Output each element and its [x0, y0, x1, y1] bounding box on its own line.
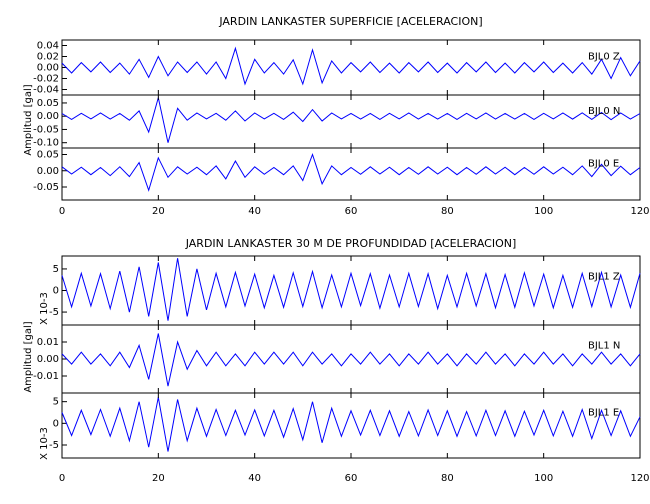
y-axis-label: Amplitud [gal]	[23, 84, 34, 155]
x-tick-label: 0	[59, 206, 65, 217]
y-tick-label: 0.04	[37, 41, 59, 52]
x-tick-label: 40	[248, 473, 261, 484]
y-tick-label: 5	[53, 264, 59, 275]
seismogram-trace	[61, 46, 641, 86]
x-tick-label: 80	[441, 473, 454, 484]
seismogram-trace	[61, 97, 641, 143]
trace-label: BJL1 Z	[588, 272, 620, 283]
y-tick-label: 0.00	[37, 111, 59, 122]
panel-frame	[61, 94, 641, 149]
unit-label: X 10-3	[39, 292, 50, 325]
y-tick-label: -0.04	[33, 85, 59, 96]
x-tick-label: 60	[345, 206, 358, 217]
seismogram-trace	[61, 333, 641, 387]
trace-label: BJL0 N	[588, 106, 620, 117]
x-tick-label: 80	[441, 206, 454, 217]
y-tick-label: 0.00	[37, 166, 59, 177]
y-tick-label: 0	[53, 286, 59, 297]
y-tick-label: 0.02	[37, 52, 59, 63]
x-tick-label: 100	[534, 473, 553, 484]
panel-frame	[61, 39, 641, 96]
y-tick-label: -0.05	[33, 182, 59, 193]
unit-label: X 10-3	[39, 427, 50, 460]
y-tick-label: -5	[49, 307, 59, 318]
y-tick-label: 0.05	[37, 98, 59, 109]
y-tick-label: -0.05	[33, 124, 59, 135]
x-tick-label: 100	[534, 206, 553, 217]
x-tick-label: 20	[152, 473, 165, 484]
chart-title: JARDIN LANKASTER SUPERFICIE [ACELERACION…	[218, 15, 482, 28]
seismogram-trace	[61, 397, 641, 452]
x-tick-label: 40	[248, 206, 261, 217]
trace-label: BJL0 Z	[588, 52, 620, 63]
y-tick-label: -0.02	[33, 74, 59, 85]
y-axis-label: Amplitud [gal]	[23, 321, 34, 392]
chart-title: JARDIN LANKASTER 30 M DE PROFUNDIDAD [AC…	[185, 237, 517, 250]
y-tick-label: 0.05	[37, 150, 59, 161]
x-tick-label: 60	[345, 473, 358, 484]
x-tick-label: 120	[630, 473, 649, 484]
y-tick-label: 0.01	[37, 337, 59, 348]
y-tick-label: 0.00	[37, 354, 59, 365]
panel-frame	[61, 324, 641, 394]
y-tick-label: -5	[49, 440, 59, 451]
y-tick-label: -0.10	[33, 138, 59, 149]
seismogram-trace	[61, 258, 641, 321]
seismogram-trace	[61, 152, 641, 192]
trace-label: BJL1 N	[588, 340, 620, 351]
x-tick-label: 120	[630, 206, 649, 217]
y-tick-label: -0.01	[33, 371, 59, 382]
panel-frame	[61, 392, 641, 459]
x-tick-label: 20	[152, 206, 165, 217]
trace-label: BJL0 E	[588, 159, 619, 170]
y-tick-label: 0	[53, 418, 59, 429]
y-tick-label: 0.00	[37, 63, 59, 74]
trace-label: BJL1 E	[588, 408, 619, 419]
y-tick-label: 5	[53, 397, 59, 408]
x-tick-label: 0	[59, 473, 65, 484]
